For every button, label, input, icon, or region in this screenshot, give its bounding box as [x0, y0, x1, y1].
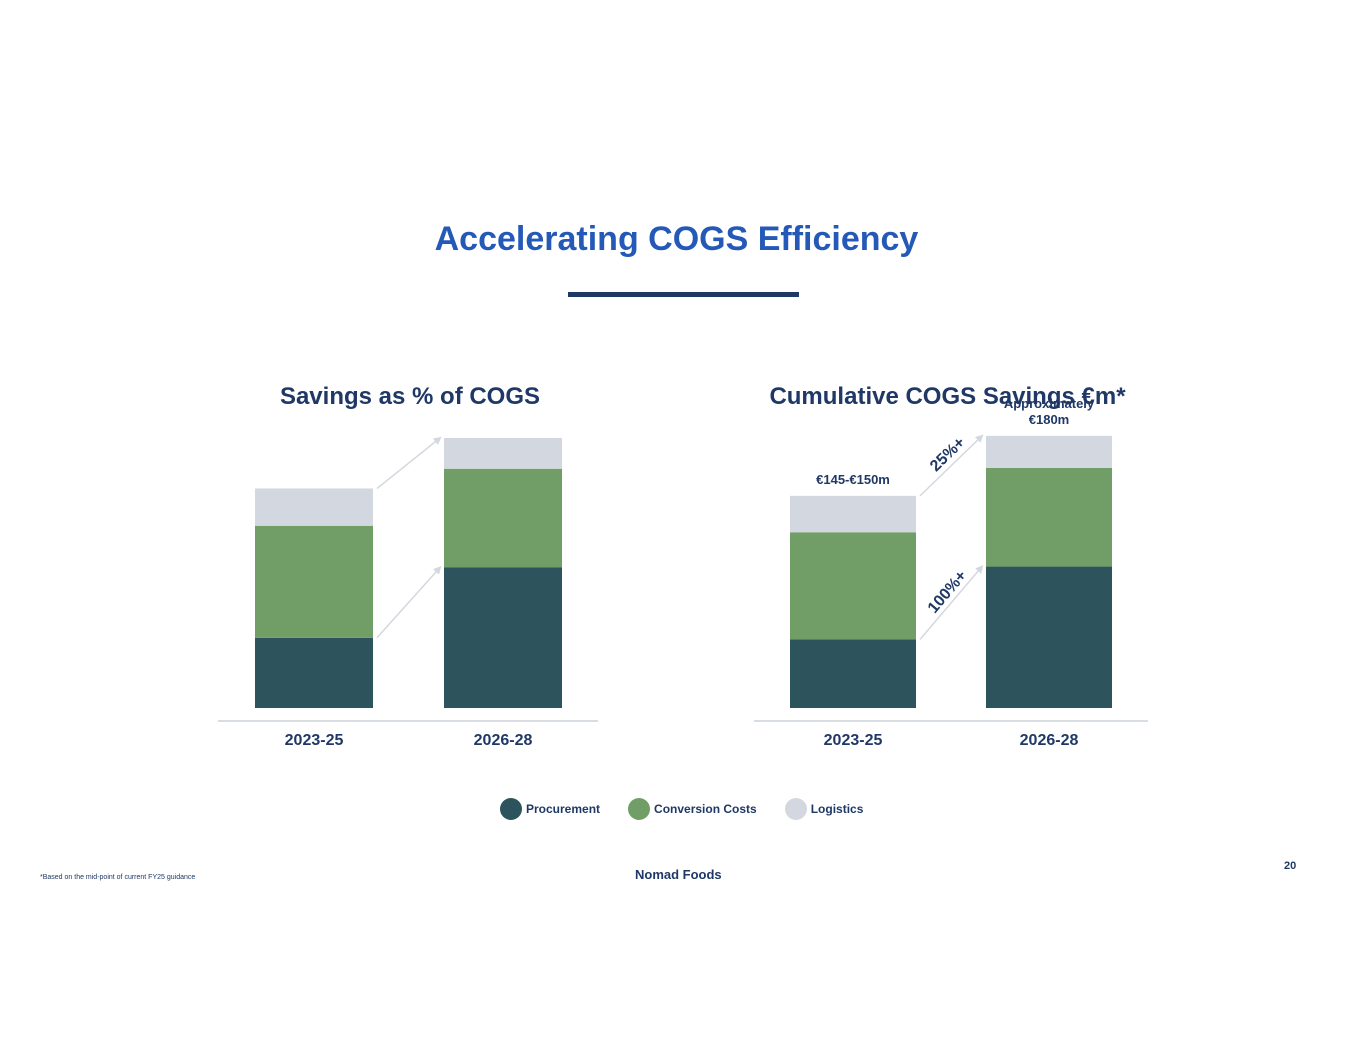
legend-swatch-procurement	[500, 798, 522, 820]
eur-bar-2023-25-logistics	[790, 495, 916, 533]
nomad-foods-logo: Nomad Foods	[635, 867, 722, 882]
eur-bar-2026-28-procurement	[986, 566, 1112, 708]
eur-x-tick-2026-28: 2026-28	[1020, 732, 1079, 749]
legend-label-logistics: Logistics	[810, 802, 864, 816]
legend-label-conversion-costs: Conversion Costs	[654, 802, 757, 816]
eur-arrow-total	[919, 434, 984, 497]
legend-label-procurement: Procurement	[526, 802, 601, 816]
pct-bar-2023-25-logistics	[255, 488, 373, 526]
eur-bar-2023-25-conversion-costs	[790, 532, 916, 640]
legend-swatch-logistics	[784, 798, 807, 820]
eur-bar-2023-25-procurement	[790, 639, 916, 708]
legend-item-logistics: Logistics	[784, 798, 864, 820]
eur-total-label-2026-28-1: €180m	[1029, 412, 1069, 427]
pct-bar-2026-28-procurement	[444, 567, 562, 708]
eur-bar-2026-28-logistics	[986, 435, 1112, 468]
pct-x-tick-2026-28: 2026-28	[474, 732, 533, 749]
pct-bar-2026-28-conversion-costs	[444, 468, 562, 568]
title-underline	[568, 292, 799, 297]
eur-total-label-2023-25-0: €145-€150m	[816, 472, 890, 487]
legend-item-procurement: Procurement	[500, 798, 600, 820]
pct-bar-2026-28-logistics	[444, 438, 562, 469]
chart-title-savings-pct: Savings as % of COGS	[279, 383, 541, 410]
chart-title-cumulative-savings: Cumulative COGS Savings €m*	[769, 383, 1126, 410]
pct-bar-2023-25-conversion-costs	[255, 525, 373, 638]
legend-swatch-conversion-costs	[628, 798, 651, 820]
legend: Procurement Conversion Costs Logistics	[500, 797, 891, 821]
page-title: Accelerating COGS Efficiency	[434, 220, 919, 258]
pct-arrow-total	[376, 436, 442, 490]
footnote: *Based on the mid-point of current FY25 …	[40, 874, 196, 881]
pct-x-tick-2023-25: 2023-25	[285, 732, 344, 749]
eur-arrow-procurement	[919, 565, 984, 640]
eur-growth-label-procurement: 100%+	[925, 567, 971, 616]
legend-item-conversion-costs: Conversion Costs	[628, 798, 757, 820]
pct-bar-2023-25-procurement	[255, 637, 373, 708]
page-number: 20	[1284, 860, 1297, 872]
eur-total-label-2026-28-0: Approximately	[1004, 396, 1095, 411]
eur-bar-2026-28-conversion-costs	[986, 468, 1112, 567]
pct-arrow-procurement	[376, 566, 442, 639]
eur-x-tick-2023-25: 2023-25	[824, 732, 883, 749]
